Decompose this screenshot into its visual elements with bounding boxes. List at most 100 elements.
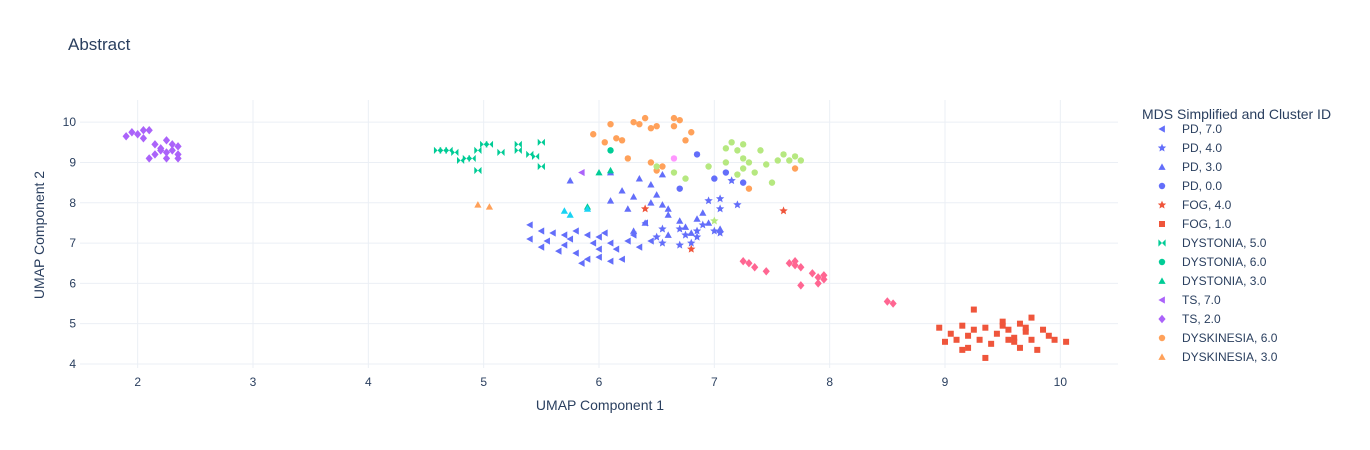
- data-point: [578, 259, 585, 267]
- data-point: [168, 140, 176, 149]
- data-point: [883, 297, 891, 306]
- data-point: [462, 154, 470, 163]
- legend-item[interactable]: DYSTONIA, 5.0: [1158, 236, 1267, 250]
- legend-item[interactable]: PD, 3.0: [1158, 160, 1222, 174]
- data-point: [797, 281, 805, 290]
- data-point: [635, 174, 643, 182]
- legend-item[interactable]: FOG, 1.0: [1159, 217, 1232, 231]
- data-point: [1011, 334, 1018, 341]
- data-point: [151, 150, 159, 159]
- data-point: [965, 344, 972, 351]
- x-axis-title: UMAP Component 1: [536, 397, 664, 413]
- data-point: [624, 205, 632, 212]
- data-point: [537, 162, 545, 171]
- series: [739, 257, 897, 308]
- legend-marker-icon: [1158, 163, 1166, 170]
- data-point: [168, 146, 176, 155]
- data-point: [1045, 332, 1052, 339]
- data-point: [595, 245, 602, 253]
- data-point: [970, 326, 977, 333]
- data-point: [670, 169, 678, 176]
- legend-item[interactable]: DYSTONIA, 3.0: [1158, 274, 1267, 288]
- data-point: [751, 263, 759, 272]
- data-point: [699, 209, 707, 216]
- data-point: [606, 257, 614, 265]
- data-point: [711, 175, 718, 182]
- data-point: [820, 271, 828, 280]
- data-point: [715, 194, 725, 203]
- data-point: [647, 237, 654, 245]
- data-point: [768, 179, 776, 186]
- data-point: [566, 211, 574, 218]
- data-point: [653, 191, 661, 198]
- data-point: [145, 154, 153, 163]
- data-point: [618, 187, 626, 194]
- legend-label: DYSKINESIA, 6.0: [1182, 331, 1278, 345]
- series: [474, 201, 494, 210]
- legend-item[interactable]: DYSTONIA, 6.0: [1158, 255, 1267, 269]
- data-point: [670, 122, 678, 130]
- data-point: [1034, 346, 1041, 353]
- legend-item[interactable]: DYSKINESIA, 6.0: [1158, 331, 1278, 345]
- data-point: [474, 166, 482, 175]
- data-point: [497, 148, 505, 156]
- data-point: [630, 193, 638, 200]
- legend-marker-icon: [1157, 200, 1167, 209]
- legend-item[interactable]: TS, 7.0: [1158, 293, 1221, 307]
- legend-item[interactable]: DYSKINESIA, 3.0: [1158, 350, 1278, 364]
- data-point: [630, 118, 637, 126]
- y-tick-label: 4: [69, 357, 76, 371]
- data-point: [791, 165, 799, 172]
- legend-item[interactable]: TS, 2.0: [1158, 312, 1221, 326]
- series: [560, 205, 592, 218]
- data-point: [583, 231, 591, 239]
- data-point: [965, 332, 972, 339]
- data-point: [526, 221, 533, 229]
- data-point: [549, 229, 556, 237]
- data-point: [1028, 314, 1035, 321]
- data-point: [595, 233, 602, 241]
- data-point: [692, 226, 702, 235]
- data-point: [982, 354, 989, 361]
- data-point: [889, 299, 897, 308]
- data-point: [953, 336, 960, 343]
- data-point: [693, 215, 701, 222]
- data-point: [647, 199, 655, 206]
- data-point: [601, 139, 608, 146]
- legend-item[interactable]: PD, 0.0: [1158, 179, 1223, 193]
- y-tick-label: 6: [69, 276, 76, 290]
- data-point: [780, 151, 787, 158]
- data-point: [560, 231, 568, 239]
- legend-marker-icon: [1158, 296, 1165, 304]
- data-point: [640, 204, 650, 213]
- data-point: [578, 168, 585, 177]
- grid-layer: [80, 100, 1118, 368]
- data-point: [791, 257, 799, 266]
- series: [566, 168, 724, 238]
- data-point: [1040, 326, 1047, 333]
- legend-item[interactable]: FOG, 4.0: [1157, 198, 1232, 212]
- chart-title: Abstract: [68, 35, 131, 54]
- data-point: [145, 126, 153, 135]
- data-point: [451, 148, 459, 156]
- data-point: [664, 231, 672, 238]
- data-point: [763, 161, 770, 168]
- data-point: [797, 157, 805, 164]
- data-point: [445, 146, 453, 154]
- data-point: [682, 137, 689, 144]
- legend-item[interactable]: PD, 7.0: [1158, 122, 1222, 136]
- legend-label: PD, 3.0: [1182, 160, 1222, 174]
- legend-marker-icon: [1158, 334, 1166, 342]
- series: [590, 114, 799, 192]
- data-point: [739, 141, 747, 148]
- data-point: [670, 155, 678, 162]
- data-point: [688, 129, 695, 136]
- legend-label: PD, 0.0: [1182, 179, 1222, 193]
- data-point: [1005, 326, 1012, 333]
- data-point: [526, 150, 534, 159]
- legend-item[interactable]: PD, 4.0: [1157, 141, 1223, 155]
- legend-label: DYSTONIA, 6.0: [1182, 255, 1267, 269]
- points-layer: [122, 114, 1070, 361]
- data-point: [474, 201, 482, 208]
- data-point: [526, 235, 533, 243]
